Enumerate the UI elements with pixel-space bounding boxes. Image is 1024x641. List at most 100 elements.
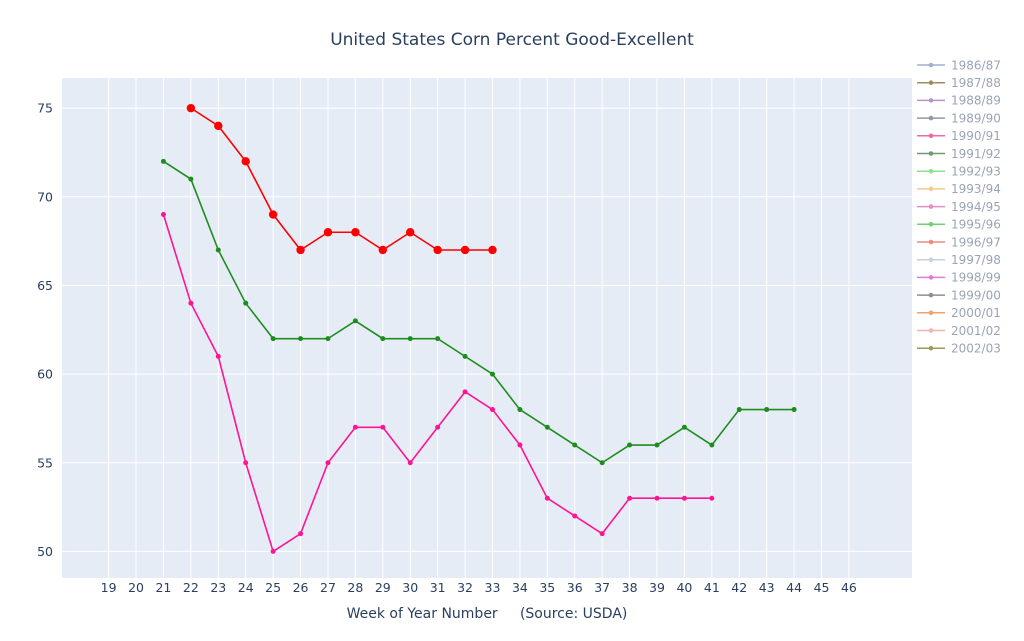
legend-item[interactable]: 2001/02: [917, 324, 1001, 338]
legend-swatch-marker: [928, 328, 934, 333]
legend-item[interactable]: 2002/03: [917, 342, 1001, 356]
data-point: [407, 460, 413, 466]
legend-item[interactable]: 1986/87: [917, 58, 1001, 72]
data-point: [488, 245, 497, 255]
data-point: [709, 495, 715, 501]
data-point: [572, 442, 578, 448]
legend-item[interactable]: 2000/01: [917, 306, 1001, 320]
data-point: [215, 353, 221, 359]
legend-item[interactable]: 1988/89: [917, 94, 1001, 108]
data-point: [764, 407, 770, 413]
legend-swatch-marker: [928, 292, 934, 298]
data-point: [186, 103, 196, 113]
legend-label: 1989/90: [951, 111, 1001, 125]
data-point: [406, 228, 415, 237]
data-point: [627, 442, 633, 448]
legend-item[interactable]: 1991/92: [917, 147, 1001, 161]
legend-label: 1986/87: [951, 58, 1001, 72]
legend-swatch-marker: [928, 133, 934, 139]
x-tick-label: 27: [320, 580, 336, 595]
legend-item[interactable]: 1996/97: [917, 235, 1001, 249]
data-point: [298, 531, 304, 537]
data-point: [215, 247, 221, 253]
data-point: [462, 353, 468, 359]
legend-item[interactable]: 1987/88: [917, 76, 1001, 90]
legend-item[interactable]: 1990/91: [917, 129, 1001, 143]
x-tick-label: 30: [402, 580, 418, 595]
data-point: [323, 228, 333, 237]
legend-label: 1988/89: [951, 94, 1001, 108]
data-point: [435, 424, 441, 430]
legend-label: 2002/03: [951, 342, 1001, 356]
data-point: [296, 245, 305, 255]
legend-swatch-marker: [928, 168, 934, 174]
data-point: [681, 495, 687, 501]
data-point: [460, 245, 470, 255]
data-point: [433, 245, 442, 255]
legend-label: 1998/99: [951, 271, 1001, 285]
legend-item[interactable]: 1997/98: [917, 253, 1001, 267]
data-point: [736, 407, 742, 413]
data-point: [517, 442, 523, 448]
legend-swatch-marker: [928, 345, 934, 351]
legend-label: 1987/88: [951, 76, 1001, 90]
series-line: [190, 107, 493, 251]
x-tick-label: 39: [649, 580, 665, 595]
legend-item[interactable]: 1992/93: [917, 165, 1001, 179]
x-tick-label: 26: [293, 580, 309, 595]
y-tick-label: 60: [37, 367, 53, 382]
data-point: [352, 318, 358, 324]
data-point: [627, 495, 633, 501]
data-point: [188, 300, 194, 306]
legend-item[interactable]: 1989/90: [917, 111, 1001, 125]
x-tick-label: 41: [704, 580, 720, 595]
y-tick-label: 70: [37, 189, 53, 204]
legend-label: 2000/01: [951, 306, 1001, 320]
x-tick-label: 24: [238, 580, 254, 595]
data-point: [709, 442, 715, 448]
data-point: [791, 407, 797, 413]
legend-item[interactable]: 1998/99: [917, 271, 1001, 285]
x-tick-label: 37: [594, 580, 610, 595]
data-point: [270, 548, 276, 554]
data-point: [654, 495, 660, 501]
data-point: [160, 158, 166, 164]
x-tick-label: 45: [814, 580, 830, 595]
data-point: [298, 336, 304, 342]
data-point: [270, 336, 276, 342]
data-point: [544, 495, 550, 501]
data-point: [378, 245, 388, 255]
y-tick-label: 75: [37, 101, 53, 116]
data-point: [268, 210, 278, 219]
legend-label: 1993/94: [951, 182, 1001, 196]
series-3: [186, 103, 497, 255]
series-line: [163, 160, 795, 464]
series-1: [160, 212, 715, 554]
legend-swatch-marker: [928, 80, 934, 85]
data-point: [681, 424, 687, 430]
legend-item[interactable]: 1995/96: [917, 218, 1001, 232]
x-tick-label: 38: [622, 580, 638, 595]
data-point: [489, 371, 495, 377]
legend-swatch-marker: [928, 62, 934, 68]
x-tick-label: 44: [786, 580, 802, 595]
legend-label: 1991/92: [951, 147, 1001, 161]
legend-label: 1994/95: [951, 200, 1001, 214]
legend-label: 1996/97: [951, 235, 1001, 249]
legend-label: 1990/91: [951, 129, 1001, 143]
legend-label: 2001/02: [951, 324, 1001, 338]
data-point: [351, 228, 360, 237]
x-tick-label: 43: [759, 580, 775, 595]
data-point: [243, 300, 249, 306]
data-point: [599, 460, 605, 466]
data-point: [599, 531, 605, 537]
x-tick-label: 36: [567, 580, 583, 595]
x-tick-label: 32: [457, 580, 473, 595]
legend-item[interactable]: 1993/94: [917, 182, 1001, 196]
legend[interactable]: 1986/87 1987/88 1988/89 1989/90 1990/91 1991/…: [917, 58, 1001, 356]
legend-item[interactable]: 1994/95: [917, 200, 1001, 214]
data-point: [517, 407, 523, 413]
legend-item[interactable]: 1999/00: [917, 288, 1001, 302]
data-point: [572, 513, 578, 519]
